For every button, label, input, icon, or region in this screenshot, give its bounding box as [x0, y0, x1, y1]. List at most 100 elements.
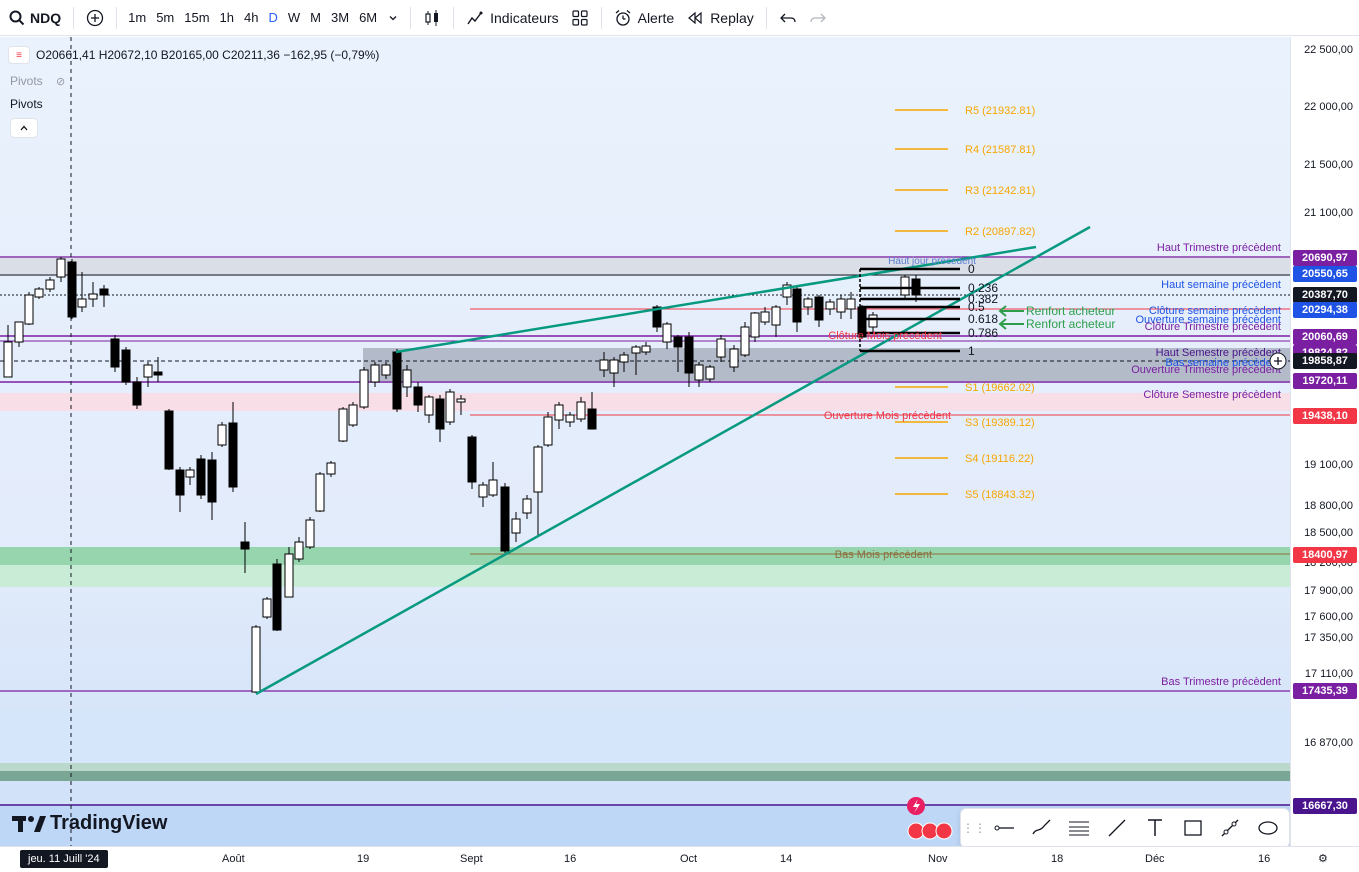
undo-icon — [779, 13, 796, 22]
candle-body — [900, 276, 910, 296]
candle-body — [868, 314, 878, 328]
rewind-icon — [688, 11, 702, 24]
redo-button[interactable] — [803, 0, 833, 36]
chart-canvas[interactable]: R5 (21932.81) R4 (21587.81) R3 (21242.81) R… — [0, 37, 1290, 846]
timeframe-4h[interactable]: 4h — [244, 10, 259, 25]
candle-body — [445, 391, 455, 423]
plus-circle-icon — [86, 9, 104, 26]
drag-handle-icon[interactable]: ⋮⋮ — [962, 821, 986, 835]
candle-body — [662, 323, 672, 343]
time-axis[interactable]: jeu. 11 Juill '24 Août 19 Sept 16 Oct 14 Nov 18… — [0, 846, 1359, 872]
timeframe-d[interactable]: D — [268, 10, 278, 25]
fib-label: 0.618 — [968, 312, 998, 326]
zone-lightblue — [0, 709, 1290, 763]
gear-icon[interactable]: ⚙ — [1318, 853, 1328, 865]
candle-body — [511, 518, 521, 534]
rectangle-icon — [1183, 820, 1202, 836]
pivot-label: S3 (19389.12) — [965, 417, 1035, 429]
label-bas-mois: Bas Mois précèdent — [835, 549, 932, 561]
tradingview-logo[interactable]: TradingView — [12, 812, 167, 835]
ray-tool[interactable] — [1218, 815, 1244, 841]
candle-body — [599, 359, 609, 371]
chart-pane[interactable]: R5 (21932.81) R4 (21587.81) R3 (21242.81) R… — [0, 37, 1290, 846]
pivots-indicator[interactable]: Pivots — [10, 97, 43, 111]
chart-type-button[interactable] — [417, 0, 447, 36]
time-tick: 14 — [780, 853, 793, 865]
horizontal-ray-tool[interactable] — [991, 815, 1017, 841]
brush-tool[interactable] — [1029, 815, 1055, 841]
candle-body — [381, 364, 391, 376]
candle-body — [587, 408, 597, 430]
indicators-icon — [467, 11, 483, 24]
candle-body — [326, 462, 336, 475]
candle-body — [402, 369, 412, 388]
price-level-tag: 18400,97 — [1293, 547, 1357, 563]
separator — [765, 6, 767, 29]
compare-button[interactable] — [80, 0, 110, 36]
timeframe-6m[interactable]: 6M — [359, 10, 378, 25]
ellipse-icon — [1258, 821, 1278, 835]
layouts-button[interactable] — [565, 0, 595, 36]
timeframe-5m[interactable]: 5m — [156, 10, 175, 25]
label-cloture-trimestre: Clôture Trimestre précèdent — [1145, 321, 1281, 333]
replay-button[interactable]: Replay — [680, 0, 760, 36]
candle-body — [67, 261, 77, 318]
pivots-label-2: Pivots — [10, 97, 43, 111]
search-icon — [9, 10, 25, 25]
drawing-toolbar: ⋮⋮ — [960, 808, 1290, 848]
timeframe-dropdown[interactable] — [382, 0, 404, 36]
candle-body — [760, 311, 770, 323]
pivots-indicator-hidden[interactable]: Pivots ⊘ — [10, 74, 65, 88]
candle-body — [185, 469, 195, 478]
time-tick: Nov — [928, 853, 948, 865]
timeframe-1m[interactable]: 1m — [128, 10, 147, 25]
lightning-event-icon — [913, 799, 920, 813]
candle-body — [56, 258, 66, 278]
timeframe-m[interactable]: M — [310, 10, 321, 25]
zone-pink — [0, 393, 1290, 411]
renfort-arrow-icon — [998, 318, 1024, 330]
candle-body — [24, 294, 34, 325]
candle-body — [164, 410, 174, 470]
alert-label: Alerte — [637, 9, 675, 26]
series-toggle-button[interactable]: ≡ — [8, 46, 30, 64]
candle-body — [370, 364, 380, 383]
candle-body — [110, 338, 120, 368]
candle-body — [803, 298, 813, 308]
candle-body — [619, 354, 629, 363]
candle-body — [500, 486, 510, 552]
timeframe-1h[interactable]: 1h — [219, 10, 235, 25]
candle-body — [413, 386, 423, 406]
trend-line-tool[interactable] — [1104, 815, 1130, 841]
timeframe-15m[interactable]: 15m — [184, 10, 210, 25]
rectangle-tool[interactable] — [1180, 815, 1206, 841]
pivot-label: R2 (20897.82) — [965, 226, 1035, 238]
collapse-legend-button[interactable] — [10, 118, 38, 138]
fib-tool[interactable] — [1067, 815, 1093, 841]
candle-body — [609, 359, 619, 374]
label-haut-jour: Haut jour précèdent — [888, 256, 976, 267]
candle-body — [88, 293, 98, 300]
trend-line-icon — [1108, 819, 1126, 837]
label-haut-semaine: Haut semaine précèdent — [1161, 279, 1281, 291]
timeframe-w[interactable]: W — [287, 10, 301, 25]
text-tool[interactable] — [1142, 815, 1168, 841]
chevron-down-icon — [389, 15, 397, 20]
zone-green-1 — [0, 547, 1290, 565]
trendline-resistance — [395, 245, 1037, 354]
eye-off-icon[interactable]: ⊘ — [56, 76, 66, 88]
timeframe-3m[interactable]: 3M — [331, 10, 350, 25]
time-tick: 16 — [564, 853, 577, 865]
ellipse-tool[interactable] — [1255, 815, 1281, 841]
label-cloture-semestre: Clôture Semestre précèdent — [1143, 389, 1281, 401]
candle-body — [121, 349, 131, 383]
undo-button[interactable] — [773, 0, 803, 36]
candle-body — [782, 284, 792, 298]
time-tick: 19 — [357, 853, 370, 865]
indicators-button[interactable]: Indicateurs — [460, 0, 564, 36]
candle-body — [488, 479, 498, 496]
symbol-search[interactable]: NDQ — [0, 0, 67, 36]
time-tick: Août — [222, 853, 245, 865]
alert-button[interactable]: Alerte — [608, 0, 681, 36]
